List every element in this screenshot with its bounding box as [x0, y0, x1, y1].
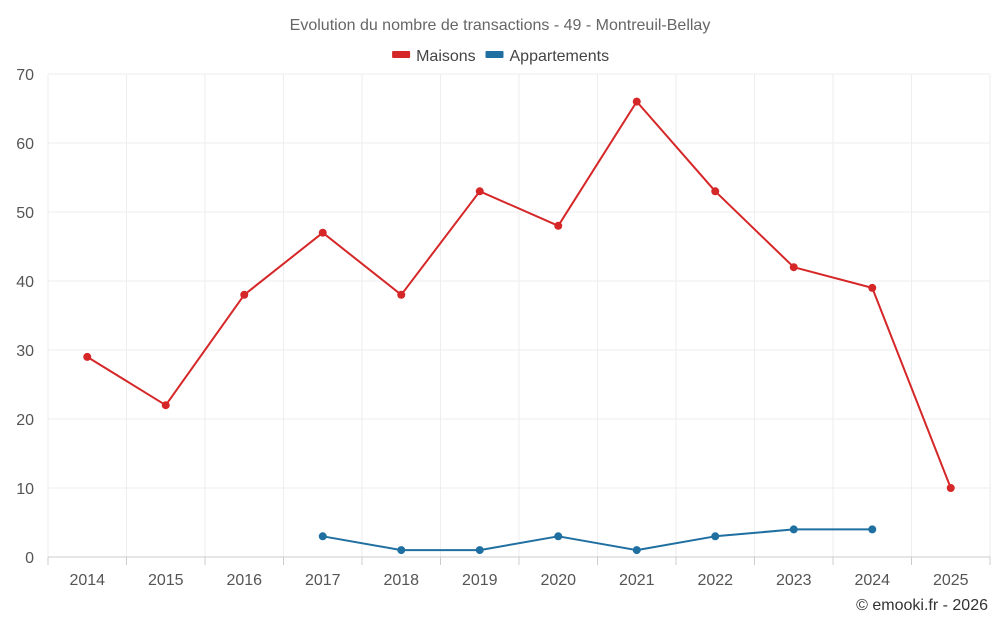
y-tick-label: 40: [16, 274, 34, 291]
data-point-maisons: [946, 484, 955, 492]
credit-text: © emooki.fr - 2026: [856, 597, 988, 614]
legend: Maisons Appartements: [392, 48, 609, 65]
legend-label: Maisons: [416, 48, 476, 65]
series-line-maisons: [86, 100, 952, 489]
x-tick-label: 2025: [933, 572, 969, 589]
data-point-maisons: [868, 283, 877, 292]
y-tick-label: 30: [16, 343, 34, 360]
data-point-appartements: [554, 532, 563, 541]
data-point-appartements: [789, 525, 798, 534]
data-point-maisons: [161, 401, 170, 410]
data-point-appartements: [632, 546, 641, 555]
data-point-maisons: [554, 221, 563, 230]
data-point-maisons: [711, 187, 720, 196]
y-tick-label: 20: [16, 412, 34, 429]
series-line-appartements: [322, 528, 873, 552]
y-tick-label: 60: [16, 136, 34, 153]
y-tick-label: 0: [25, 550, 34, 567]
x-tick-label: 2015: [148, 572, 184, 589]
y-tick-label: 50: [16, 205, 34, 222]
data-point-appartements: [711, 532, 720, 541]
data-point-maisons: [475, 187, 484, 196]
data-point-appartements: [868, 525, 877, 534]
x-tick-label: 2021: [619, 572, 655, 589]
y-tick-label: 10: [16, 481, 34, 498]
legend-symbol: [485, 51, 504, 58]
data-point-maisons: [632, 97, 641, 106]
x-tick-label: 2016: [226, 572, 262, 589]
data-point-maisons: [240, 290, 249, 299]
x-tick-label: 2018: [383, 572, 419, 589]
x-tick-label: 2023: [776, 572, 812, 589]
legend-symbol: [392, 51, 411, 58]
data-point-maisons: [789, 263, 798, 272]
x-tick-label: 2024: [854, 572, 890, 589]
data-point-appartements: [318, 532, 327, 541]
data-point-maisons: [318, 228, 327, 237]
data-point-maisons: [83, 352, 92, 361]
x-tick-label: 2019: [462, 572, 498, 589]
legend-item-appartements: Appartements: [485, 48, 610, 65]
y-tick-label: 70: [16, 67, 34, 84]
legend-label: Appartements: [510, 48, 610, 65]
series-layer: [83, 97, 955, 555]
chart-title: Evolution du nombre de transactions - 49…: [290, 17, 711, 34]
legend-item-maisons: Maisons: [392, 48, 476, 65]
x-tick-label: 2020: [540, 572, 576, 589]
x-tick-label: 2022: [697, 572, 733, 589]
x-tick-label: 2014: [69, 572, 105, 589]
data-point-maisons: [397, 290, 406, 299]
grid: [47, 73, 991, 557]
data-point-appartements: [397, 546, 406, 555]
axes: 0 10 20 30 40 50 60 70 2014 2015 2016 2017 2018 2019 2…: [16, 67, 991, 589]
x-tick-label: 2017: [305, 572, 341, 589]
data-point-appartements: [475, 546, 484, 555]
